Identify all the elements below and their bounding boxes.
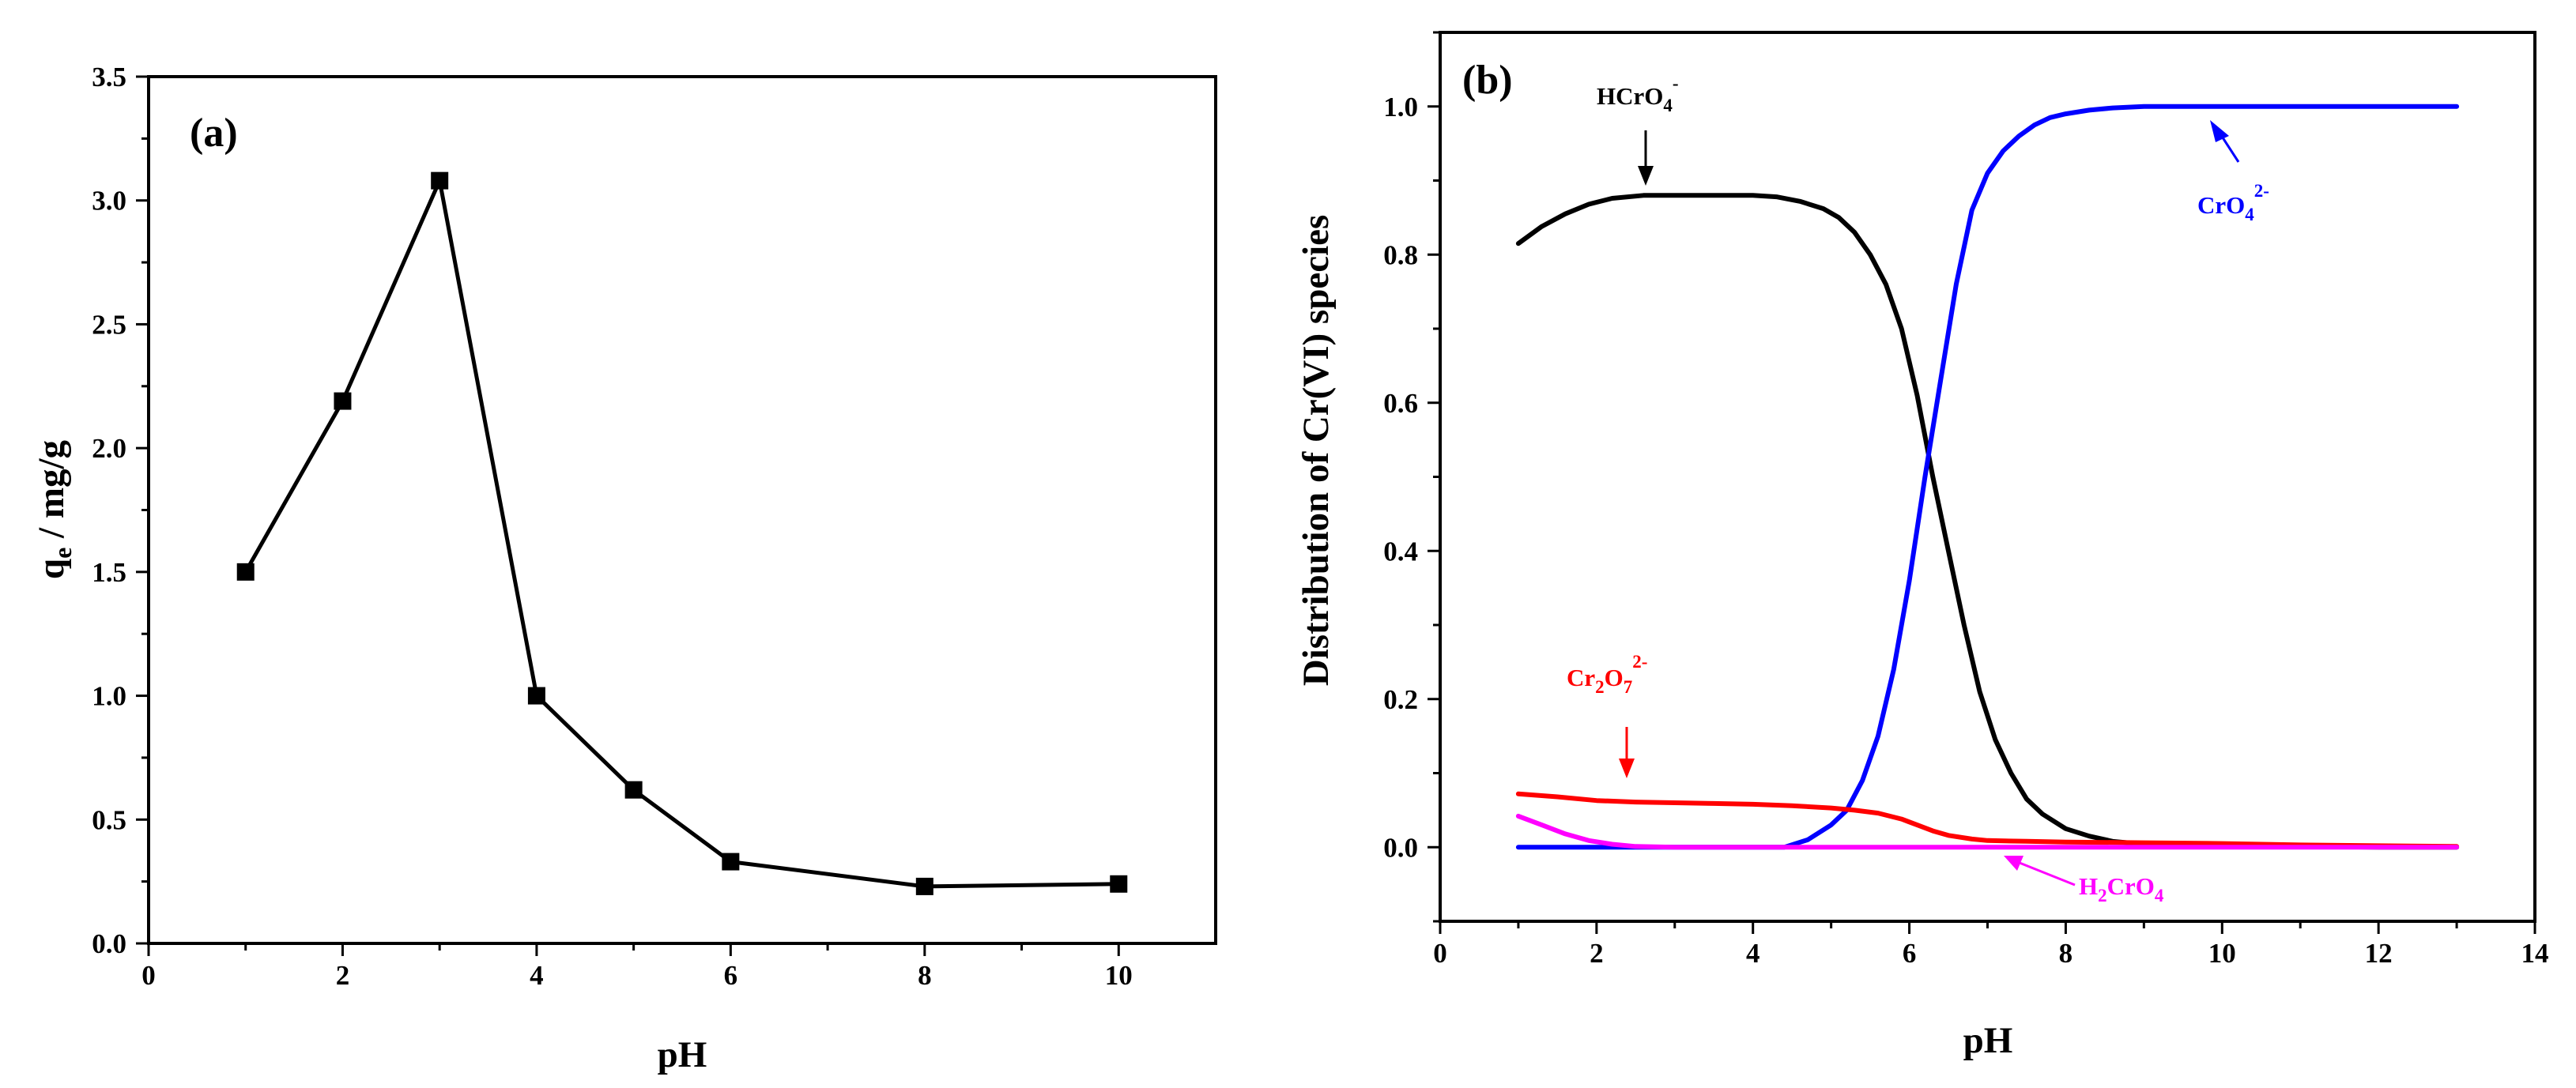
annotation-h2cro4-label: H2CrO4 bbox=[2079, 872, 2164, 905]
annotation-h2cro4-arrow-shaft bbox=[2019, 861, 2076, 887]
chart-a-x-tick-label: 0 bbox=[141, 960, 156, 991]
chart-a-data-point bbox=[334, 392, 352, 410]
chart-b-ticks bbox=[1428, 31, 2536, 934]
annotation-cr2o7: Cr2O7 2- bbox=[1567, 652, 1647, 778]
chart-a-data-point bbox=[527, 687, 545, 705]
chart-b-series-line-1 bbox=[1515, 104, 2460, 850]
chart-a: 0 2 4 6 8 10 0.0 0.5 1.0 1.5 2.0 2.5 3.0 3.5 (a) pH q… bbox=[31, 62, 1217, 1075]
annotation-cro4-arrow-head bbox=[2210, 120, 2229, 142]
chart-a-data-point bbox=[722, 853, 740, 871]
chart-a-y-tick-label: 1.0 bbox=[92, 681, 126, 712]
chart-b-series-line-0 bbox=[1515, 193, 2460, 850]
annotation-cro4: CrO42- bbox=[2197, 120, 2269, 224]
chart-a-data-point bbox=[431, 171, 449, 190]
chart-a-y-tick-label: 0.0 bbox=[92, 928, 126, 959]
chart-b-tick-labels: 0 2 4 6 8 10 12 14 0.0 0.2 0.4 0.6 0.8 1.0 bbox=[1383, 92, 2548, 969]
annotation-cr2o7-base: Cr bbox=[1567, 664, 1595, 691]
chart-a-y-tick-label: 1.5 bbox=[92, 557, 126, 588]
annotation-hcro4-sup: - bbox=[1673, 73, 1679, 93]
chart-b-y-tick-label: 0.4 bbox=[1383, 536, 1418, 567]
annotation-h2cro4-mid: CrO bbox=[2107, 872, 2155, 900]
chart-a-y-tick-label: 3.5 bbox=[92, 62, 126, 92]
chart-a-ticks bbox=[136, 75, 1120, 956]
chart-b-series bbox=[1515, 104, 2460, 850]
annotation-cr2o7-sub2: 7 bbox=[1624, 677, 1633, 697]
annotation-cro4-sup: 2- bbox=[2254, 181, 2269, 201]
annotation-h2cro4-sub2: 4 bbox=[2155, 886, 2164, 905]
chart-b: 0 2 4 6 8 10 12 14 0.0 0.2 0.4 0.6 0.8 1.0 (b) pH Dis… bbox=[1296, 31, 2549, 1061]
chart-b-plot-frame bbox=[1439, 31, 2536, 923]
chart-b-x-tick-label: 14 bbox=[2521, 938, 2549, 969]
chart-a-y-tick-label: 0.5 bbox=[92, 804, 126, 835]
chart-b-y-tick-label: 0.6 bbox=[1383, 388, 1418, 419]
chart-a-plot-frame bbox=[147, 75, 1217, 945]
chart-a-x-tick-label: 10 bbox=[1105, 960, 1133, 991]
chart-b-x-tick-label: 10 bbox=[2208, 938, 2236, 969]
annotation-h2cro4-sub1: 2 bbox=[2098, 886, 2107, 905]
chart-a-x-tick-label: 6 bbox=[724, 960, 738, 991]
annotation-h2cro4-base: H bbox=[2079, 872, 2098, 900]
annotation-cr2o7-sub1: 2 bbox=[1595, 677, 1605, 697]
chart-a-data-point bbox=[236, 563, 255, 581]
chart-a-y-axis-title: qe / mg/g bbox=[31, 439, 77, 579]
chart-a-series-line-0 bbox=[243, 179, 1121, 889]
chart-a-data-point bbox=[915, 877, 933, 895]
chart-a-panel-label: (a) bbox=[190, 111, 238, 156]
chart-a-y-tick-label: 2.5 bbox=[92, 309, 126, 340]
chart-a-series bbox=[236, 171, 1128, 895]
chart-b-x-tick-label: 4 bbox=[1746, 938, 1760, 969]
chart-a-x-tick-label: 8 bbox=[918, 960, 932, 991]
annotation-hcro4: HCrO4- bbox=[1597, 73, 1679, 186]
annotation-hcro4-base: HCrO bbox=[1597, 82, 1663, 110]
chart-b-y-axis-title: Distribution of Cr(VI) species bbox=[1296, 215, 1337, 687]
annotation-hcro4-label: HCrO4- bbox=[1597, 73, 1679, 115]
annotation-cr2o7-label: Cr2O7 2- bbox=[1567, 652, 1647, 697]
chart-b-x-tick-label: 6 bbox=[1903, 938, 1917, 969]
chart-a-x-axis-title: pH bbox=[658, 1034, 707, 1075]
annotation-h2cro4-arrow-head bbox=[2004, 856, 2023, 871]
chart-a-data-point bbox=[624, 781, 643, 799]
chart-a-y-tick-label: 3.0 bbox=[92, 186, 126, 216]
chart-a-y-tick-label: 2.0 bbox=[92, 433, 126, 464]
annotation-cr2o7-arrow-head bbox=[1619, 759, 1635, 778]
chart-b-x-tick-label: 0 bbox=[1433, 938, 1447, 969]
annotation-h2cro4: H2CrO4 bbox=[2004, 856, 2164, 905]
annotation-cr2o7-sup: 2- bbox=[1632, 652, 1647, 672]
annotation-cr2o7-mid: O bbox=[1605, 664, 1624, 691]
annotation-cro4-label: CrO42- bbox=[2197, 181, 2269, 224]
chart-b-x-tick-label: 8 bbox=[2059, 938, 2073, 969]
annotation-cro4-base: CrO bbox=[2197, 191, 2245, 219]
chart-b-y-tick-label: 1.0 bbox=[1383, 92, 1418, 122]
annotation-hcro4-arrow-head bbox=[1638, 166, 1654, 186]
chart-b-x-tick-label: 12 bbox=[2365, 938, 2393, 969]
chart-a-x-tick-label: 4 bbox=[530, 960, 544, 991]
chart-b-panel-label: (b) bbox=[1462, 58, 1513, 103]
chart-b-x-axis-title: pH bbox=[1963, 1020, 2013, 1061]
chart-b-y-tick-label: 0.0 bbox=[1383, 832, 1418, 863]
chart-b-y-tick-label: 0.8 bbox=[1383, 239, 1418, 270]
chart-a-y-axis-title-rest: / mg/g bbox=[31, 439, 72, 547]
chart-b-series-line-2 bbox=[1515, 791, 2460, 849]
chart-a-y-axis-title-main: q bbox=[31, 559, 72, 579]
chart-b-y-tick-label: 0.2 bbox=[1383, 684, 1418, 715]
chart-a-x-tick-label: 2 bbox=[336, 960, 350, 991]
chart-a-tick-labels: 0 2 4 6 8 10 0.0 0.5 1.0 1.5 2.0 2.5 3.0 3.5 bbox=[92, 62, 1133, 991]
chart-a-data-point bbox=[1110, 875, 1128, 893]
annotation-cro4-sub: 4 bbox=[2245, 205, 2254, 224]
annotation-hcro4-sub: 4 bbox=[1663, 96, 1673, 115]
chart-b-series-line-3 bbox=[1515, 813, 2460, 850]
chart-b-x-tick-label: 2 bbox=[1590, 938, 1604, 969]
chart-a-y-axis-title-sub: e bbox=[48, 548, 77, 559]
